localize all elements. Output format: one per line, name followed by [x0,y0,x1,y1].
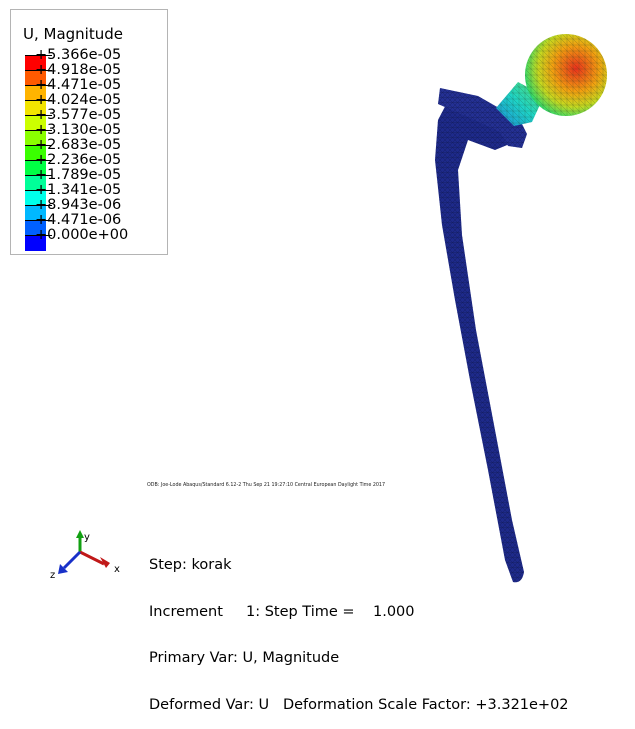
legend-swatch [25,191,46,206]
step-line: Step: korak [149,557,232,573]
legend-label: +1.341e-05 [35,182,122,198]
legend-swatch [25,206,46,221]
legend-swatch [25,146,46,161]
y-axis-label: y [84,532,90,543]
x-axis-label: x [114,564,120,575]
legend-tick [25,55,52,56]
legend-label: +2.236e-05 [35,152,122,168]
legend-tick [25,115,52,116]
analysis-info: Step: korak Increment 1: Step Time = 1.0… [149,527,569,729]
deformed-var-line: Deformed Var: U Deformation Scale Factor… [149,696,569,713]
legend-swatch [25,116,46,131]
legend-tick [25,160,52,161]
legend-swatch [25,221,46,236]
primary-var-line: Primary Var: U, Magnitude [149,650,340,666]
legend-tick [25,235,52,236]
legend-swatch [25,161,46,176]
x-axis-arrow [79,550,105,566]
legend-label: +4.024e-05 [35,92,122,108]
legend-swatch [25,101,46,116]
legend-label: +3.130e-05 [35,122,122,138]
legend-label: +2.683e-05 [35,137,122,153]
legend-tick [25,220,52,221]
hip-stem-model [435,34,607,583]
legend-label: +8.943e-06 [35,197,122,213]
contour-legend: U, Magnitude +5.366e-05 +4.918e-05 +4.471e… [10,9,168,255]
z-axis-arrow [62,550,82,570]
legend-tick [25,175,52,176]
legend-label: +1.789e-05 [35,167,122,183]
legend-swatch [25,176,46,191]
legend-tick [25,190,52,191]
legend-label: +4.471e-06 [35,212,122,228]
increment-line: Increment 1: Step Time = 1.000 [149,603,415,620]
legend-label: +0.000e+00 [35,227,129,243]
legend-swatch [25,56,46,71]
legend-tick [25,100,52,101]
legend-label: +4.918e-05 [35,62,122,78]
legend-swatch [25,71,46,86]
legend-tick [25,205,52,206]
legend-label: +3.577e-05 [35,107,122,123]
legend-title: U, Magnitude [23,25,123,43]
axis-triad: y x z [50,530,120,580]
odb-info-line: ODB: Joe-Lode Abaqus/Standard 6.12-2 Thu… [147,483,386,488]
z-axis-label: z [50,570,55,580]
legend-label: +4.471e-05 [35,77,122,93]
legend-tick [25,145,52,146]
legend-tick [25,85,52,86]
legend-tick [25,130,52,131]
legend-swatch [25,86,46,101]
legend-tick [25,70,52,71]
legend-swatch [25,236,46,251]
legend-label: +5.366e-05 [35,47,122,63]
legend-swatch [25,131,46,146]
